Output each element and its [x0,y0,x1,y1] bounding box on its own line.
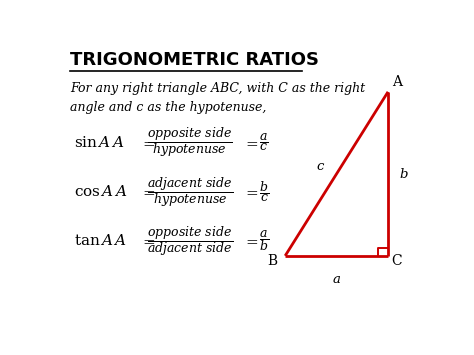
Text: $a$: $a$ [332,273,341,285]
Text: $\dfrac{\mathit{adjacent\ side}}{\mathit{hypotenuse}}$: $\dfrac{\mathit{adjacent\ side}}{\mathit… [146,175,233,208]
Text: $=$: $=$ [140,233,156,248]
Text: $=$: $=$ [243,135,259,150]
Text: $c$: $c$ [317,160,326,174]
Text: $\dfrac{\mathit{a}}{\mathit{b}}$: $\dfrac{\mathit{a}}{\mathit{b}}$ [259,228,269,253]
Text: $b$: $b$ [399,167,409,181]
Text: $\cos A\,A$: $\cos A\,A$ [74,184,128,199]
Text: $\tan A\,A$: $\tan A\,A$ [74,233,127,248]
Text: $\dfrac{\mathit{opposite\ side}}{\mathit{adjacent\ side}}$: $\dfrac{\mathit{opposite\ side}}{\mathit… [146,224,233,258]
Text: B: B [268,254,278,268]
Text: C: C [392,254,402,268]
Text: $\dfrac{\mathit{b}}{\mathit{c}}$: $\dfrac{\mathit{b}}{\mathit{c}}$ [259,179,269,204]
Text: $=$: $=$ [243,233,259,248]
Text: $=$: $=$ [243,184,259,199]
Text: $\sin A\,A$: $\sin A\,A$ [74,135,125,150]
Text: A: A [392,75,401,89]
Text: TRIGONOMETRIC RATIOS: TRIGONOMETRIC RATIOS [70,51,319,69]
Text: $=$: $=$ [140,184,156,199]
Text: For any right triangle ABC, with C as the right
angle and c as the hypotenuse,: For any right triangle ABC, with C as th… [70,82,365,114]
Text: $\dfrac{\mathit{a}}{\mathit{c}}$: $\dfrac{\mathit{a}}{\mathit{c}}$ [259,131,269,153]
Text: $=$: $=$ [140,135,156,150]
Text: $\dfrac{\mathit{opposite\ side}}{\mathit{hypotenuse}}$: $\dfrac{\mathit{opposite\ side}}{\mathit… [147,125,232,159]
